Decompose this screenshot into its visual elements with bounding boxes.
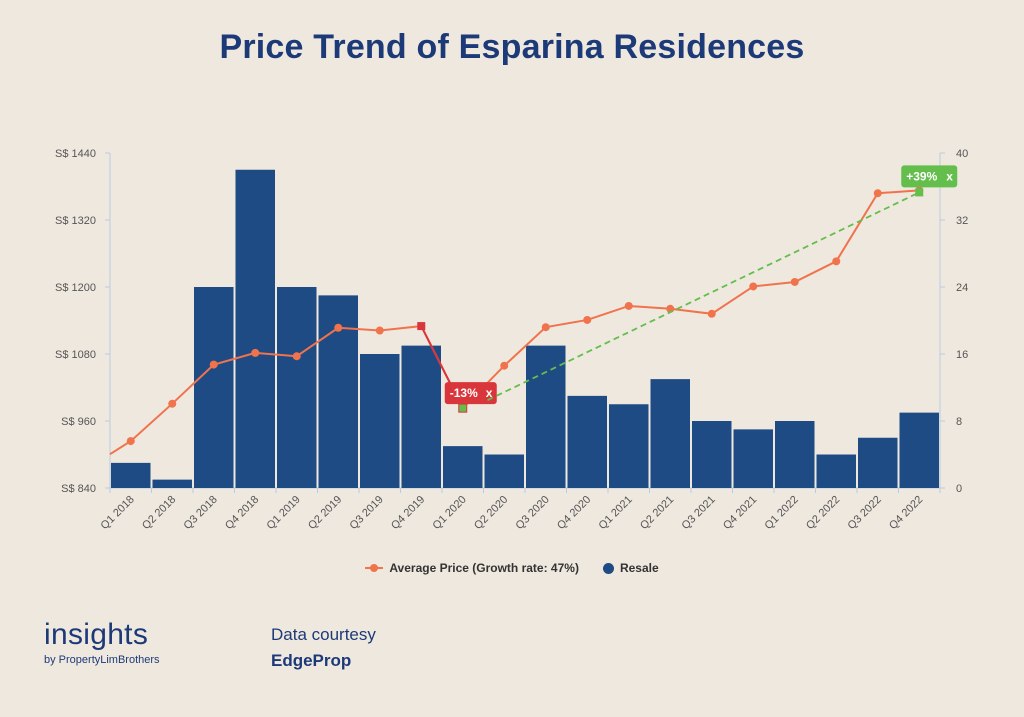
average-price-point	[541, 323, 550, 332]
chart-title: Price Trend of Esparina Residences	[219, 28, 805, 66]
resale-bar	[858, 437, 898, 488]
left-tick-label: S$ 840	[61, 483, 96, 495]
average-price-point	[375, 326, 384, 335]
average-price-point	[832, 257, 841, 266]
x-tick-label: Q2 2021	[638, 494, 676, 532]
x-tick-label: Q3 2020	[514, 494, 552, 532]
resale-bar	[360, 354, 400, 488]
x-tick-label: Q3 2022	[846, 494, 884, 532]
resale-bar	[152, 479, 192, 488]
legend-label-resale: Resale	[619, 561, 659, 575]
average-price-point	[292, 352, 301, 361]
drop-annotation-start-marker	[417, 322, 426, 331]
x-tick-label: Q4 2022	[887, 494, 925, 532]
brand-subtitle: by PropertyLimBrothers	[44, 654, 160, 666]
average-price-point	[209, 360, 218, 369]
x-tick-label: Q4 2021	[721, 494, 759, 532]
resale-bar	[526, 345, 566, 488]
legend-item-resale[interactable]: Resale	[602, 561, 659, 575]
x-tick-label: Q4 2020	[555, 494, 593, 532]
right-tick-label: 40	[956, 148, 968, 160]
resale-bar	[235, 169, 275, 488]
right-tick-label: 16	[956, 349, 968, 361]
average-price-point	[707, 309, 716, 318]
annotations: -13% x +39% x	[417, 165, 958, 413]
average-price-point	[334, 323, 343, 332]
drop-badge	[444, 382, 497, 405]
left-tick-label: S$ 1320	[55, 215, 96, 227]
resale-bar	[443, 446, 483, 488]
x-tick-label: Q3 2019	[348, 494, 386, 532]
x-tick-label: Q1 2021	[597, 494, 635, 532]
rise-badge-label: +39%	[906, 169, 937, 183]
resale-bar	[775, 421, 815, 488]
line-marker-icon	[365, 564, 384, 572]
left-tick-label: S$ 960	[61, 416, 96, 428]
drop-badge-label: -13%	[450, 386, 478, 400]
average-price-point	[168, 399, 177, 408]
right-tick-label: 0	[956, 483, 962, 495]
resale-bar	[111, 462, 151, 488]
x-tick-label: Q4 2018	[223, 494, 261, 532]
resale-bar	[567, 395, 607, 488]
legend[interactable]: Average Price (Growth rate: 47%) Resale	[0, 561, 1024, 575]
resale-bar	[899, 412, 939, 488]
x-tick-label: Q2 2019	[306, 494, 344, 532]
resale-bar	[401, 345, 441, 488]
resale-bar	[733, 429, 773, 488]
left-tick-label: S$ 1440	[55, 148, 96, 160]
average-price-point	[790, 277, 799, 286]
x-tick-label: Q3 2018	[182, 494, 220, 532]
drop-annotation-end-marker	[458, 403, 468, 413]
circle-marker-icon	[602, 562, 614, 574]
x-tick-label: Q2 2020	[472, 494, 510, 532]
average-price-point	[624, 301, 633, 310]
brand-logo: insights by PropertyLimBrothers	[44, 618, 160, 666]
x-tick-label: Q1 2022	[763, 494, 801, 532]
right-tick-label: 8	[956, 416, 962, 428]
resale-bar	[609, 404, 649, 488]
credit-source: EdgeProp	[271, 651, 352, 670]
rise-badge	[901, 165, 958, 188]
legend-label-average-price: Average Price (Growth rate: 47%)	[389, 561, 579, 575]
data-credit: Data courtesy EdgeProp	[271, 625, 376, 671]
x-tick-label: Q4 2019	[389, 494, 427, 532]
brand-name: insights	[44, 618, 149, 651]
credit-label: Data courtesy	[271, 625, 376, 644]
close-icon: x	[946, 169, 953, 183]
resale-bars	[111, 169, 939, 488]
resale-bar	[650, 379, 690, 488]
resale-bar	[816, 454, 856, 488]
x-tick-label: Q3 2021	[680, 494, 718, 532]
price-line	[109, 186, 924, 456]
rise-annotation-line	[487, 191, 920, 401]
x-tick-label: Q1 2019	[265, 494, 303, 532]
x-tick-label: Q2 2022	[804, 494, 842, 532]
resale-bar	[692, 421, 732, 488]
x-tick-label: Q1 2018	[99, 494, 137, 532]
resale-bar	[277, 287, 317, 488]
close-icon: x	[486, 386, 493, 400]
x-tick-label: Q1 2020	[431, 494, 469, 532]
left-tick-label: S$ 1200	[55, 282, 96, 294]
x-tick-label: Q2 2018	[140, 494, 178, 532]
legend-item-average-price[interactable]: Average Price (Growth rate: 47%)	[365, 561, 579, 575]
right-tick-label: 32	[956, 215, 968, 227]
average-price-point	[749, 282, 758, 291]
average-price-point	[126, 437, 135, 446]
resale-bar	[194, 287, 234, 488]
average-price-point	[583, 315, 592, 324]
average-price-point	[500, 361, 509, 370]
rise-annotation-end-marker	[915, 188, 924, 197]
average-price-point	[251, 348, 260, 357]
left-tick-label: S$ 1080	[55, 349, 96, 361]
right-tick-label: 24	[956, 282, 968, 294]
resale-bar	[484, 454, 524, 488]
average-price-point	[873, 189, 882, 198]
